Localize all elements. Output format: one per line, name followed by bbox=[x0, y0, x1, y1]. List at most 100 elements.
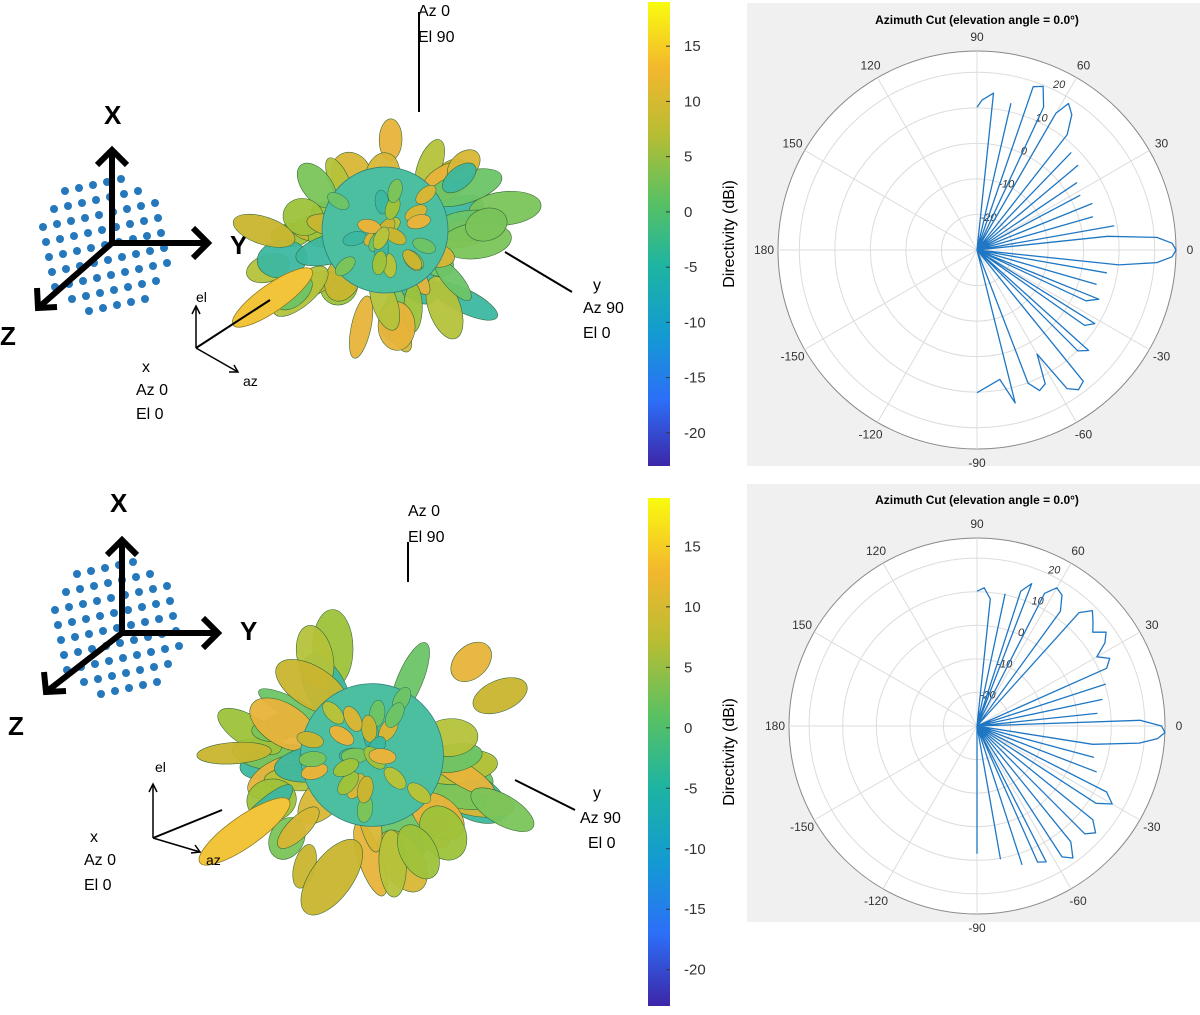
polar-angle-label: -90 bbox=[968, 921, 986, 935]
array-element-dot bbox=[93, 597, 101, 605]
z-arrowhead bbox=[34, 287, 58, 312]
array-element-dot bbox=[96, 612, 104, 620]
array-element-dot bbox=[163, 582, 171, 590]
array-element-dot bbox=[98, 226, 106, 234]
array-element-dot bbox=[101, 564, 109, 572]
colorbar bbox=[648, 2, 670, 466]
polar-angle-label: 150 bbox=[782, 137, 802, 151]
array-element-dot bbox=[107, 271, 115, 279]
array-element-dot bbox=[65, 603, 73, 611]
array-element-dot bbox=[79, 277, 87, 285]
array-element-dots bbox=[39, 175, 171, 315]
polar-series-line bbox=[976, 582, 1166, 865]
left-view-line bbox=[195, 299, 271, 349]
pattern-lobe bbox=[196, 741, 272, 765]
polar-angle-label: 120 bbox=[860, 59, 880, 73]
polar-spoke bbox=[976, 150, 1150, 251]
array-element-dot bbox=[155, 615, 163, 623]
colorbar-tick-label: 15 bbox=[684, 538, 701, 555]
az-label: az bbox=[243, 373, 258, 389]
array-element-dot bbox=[42, 238, 50, 246]
polar-spoke bbox=[813, 631, 978, 727]
polar-spoke bbox=[882, 562, 978, 727]
polar-angle-label: -60 bbox=[1075, 428, 1093, 442]
array-element-dot bbox=[138, 280, 146, 288]
right-el-label: El 0 bbox=[588, 835, 616, 852]
array-element-dot bbox=[48, 268, 56, 276]
array-element-dot bbox=[125, 684, 133, 692]
array-element-dot bbox=[54, 621, 62, 629]
z-axis-arrow bbox=[44, 630, 124, 695]
array-element-dot bbox=[91, 660, 99, 668]
radiation-pattern-3d bbox=[232, 118, 542, 359]
z-axis-label: Z bbox=[0, 321, 16, 351]
array-element-dot bbox=[166, 597, 174, 605]
colorbar-tick-label: -5 bbox=[684, 259, 697, 276]
array-element-dot bbox=[127, 621, 135, 629]
array-element-dot bbox=[154, 214, 162, 222]
right-axis-label: y bbox=[593, 277, 601, 294]
array-element-dot bbox=[82, 292, 90, 300]
array-element-dot bbox=[132, 250, 140, 258]
array-element-dot bbox=[118, 253, 126, 261]
array-element-dot bbox=[50, 205, 58, 213]
pattern-lobe bbox=[450, 641, 492, 682]
pattern-lobe bbox=[322, 701, 345, 725]
array-element-dot bbox=[94, 675, 102, 683]
polar-spoke bbox=[877, 77, 978, 251]
colorbar-tick-label: 5 bbox=[684, 149, 692, 166]
polar-chart: 0306090120150180-150-120-90-60-3020100-1… bbox=[765, 517, 1183, 935]
x-arrowhead bbox=[104, 535, 140, 558]
pattern-lobe bbox=[465, 207, 508, 242]
axis-triad: X Y Z bbox=[0, 100, 247, 351]
pattern-lobe bbox=[361, 714, 378, 743]
z-axis-label: Z bbox=[8, 711, 24, 741]
top-el-label: El 90 bbox=[418, 29, 455, 46]
polar-angle-label: 0 bbox=[1176, 719, 1183, 733]
polar-spoke bbox=[976, 249, 1150, 350]
array-element-dot bbox=[135, 265, 143, 273]
array-element-dot bbox=[76, 585, 84, 593]
view-axes bbox=[148, 542, 576, 854]
polar-angle-label: -150 bbox=[780, 350, 804, 364]
array-element-dot bbox=[80, 678, 88, 686]
pattern-lobe bbox=[472, 677, 528, 715]
array-element-dot bbox=[164, 660, 172, 668]
polar-angle-label: 120 bbox=[866, 544, 886, 558]
colorbar bbox=[648, 498, 670, 1006]
polar-angle-label: -120 bbox=[864, 894, 888, 908]
polar-angle-label: -60 bbox=[1069, 894, 1087, 908]
polar-spoke bbox=[877, 249, 978, 423]
radiation-pattern-3d bbox=[196, 609, 535, 916]
array-element-dot bbox=[53, 220, 61, 228]
polar-angle-label: 60 bbox=[1071, 544, 1085, 558]
polar-spoke bbox=[976, 725, 1072, 890]
y-arrowhead bbox=[190, 225, 213, 261]
polar-spoke bbox=[813, 725, 978, 821]
pattern-lobe bbox=[368, 748, 397, 765]
pattern-lobe bbox=[442, 162, 477, 194]
array-element-dot bbox=[75, 184, 83, 192]
colorbar-label: Directivity (dBi) bbox=[721, 180, 738, 288]
pattern-lobe bbox=[385, 702, 405, 728]
array-element-dot bbox=[84, 229, 92, 237]
pattern-lobe bbox=[349, 295, 374, 359]
polar-chart-title: Azimuth Cut (elevation angle = 0.0°) bbox=[875, 493, 1079, 507]
left-view-line bbox=[152, 809, 223, 839]
main-beam-lobe bbox=[198, 797, 291, 866]
array-element-dot bbox=[39, 223, 47, 231]
pattern-lobe bbox=[277, 806, 320, 849]
polar-spoke bbox=[804, 150, 978, 251]
array-element-dot bbox=[62, 265, 70, 273]
array-element-dot bbox=[152, 600, 160, 608]
array-element-dot bbox=[107, 594, 115, 602]
left-az-label: Az 0 bbox=[84, 852, 116, 869]
panel-svg: X Y Z Az 0 El 90 y Az 90 El 0 x Az 0 El … bbox=[0, 2, 1200, 470]
array-element-dot bbox=[95, 211, 103, 219]
pattern-lobe bbox=[383, 766, 407, 790]
pattern-lobe bbox=[470, 787, 535, 832]
array-element-dot bbox=[57, 636, 65, 644]
array-element-dot bbox=[61, 187, 69, 195]
colorbar-tick-label: 5 bbox=[684, 659, 692, 676]
array-element-dot bbox=[140, 217, 148, 225]
